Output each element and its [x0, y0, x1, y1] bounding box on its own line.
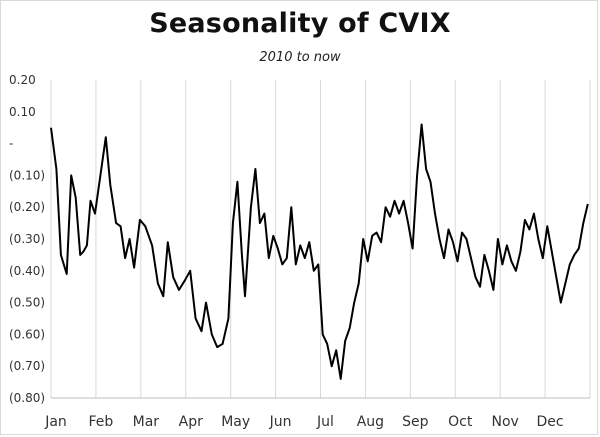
- x-tick-label: May: [221, 414, 250, 430]
- y-tick-label: (0.10): [9, 168, 45, 182]
- y-tick-label: -: [9, 137, 13, 151]
- x-tick-label: Jan: [44, 414, 67, 430]
- x-tick-label: Nov: [492, 414, 519, 430]
- y-tick-label: 0.20: [9, 73, 36, 87]
- chart-subtitle: 2010 to now: [259, 50, 341, 65]
- y-tick-label: 0.10: [9, 105, 36, 119]
- y-tick-label: (0.40): [9, 264, 45, 278]
- y-tick-label: (0.70): [9, 359, 45, 373]
- x-tick-label: Jun: [269, 414, 292, 430]
- y-tick-label: (0.80): [9, 391, 45, 405]
- series-line: [50, 123, 589, 380]
- x-tick-label: Dec: [537, 414, 564, 430]
- y-tick-label: (0.50): [9, 296, 45, 310]
- y-tick-label: (0.20): [9, 200, 45, 214]
- x-tick-label: Sep: [402, 414, 429, 430]
- x-tick-label: Apr: [179, 414, 203, 430]
- x-tick-label: Oct: [448, 414, 473, 430]
- x-tick-label: Jul: [316, 414, 334, 430]
- x-tick-label: Feb: [89, 414, 114, 430]
- x-tick-label: Aug: [357, 414, 384, 430]
- x-tick-label: Mar: [133, 414, 160, 430]
- chart-title: Seasonality of CVIX: [149, 8, 451, 39]
- y-tick-label: (0.60): [9, 327, 45, 341]
- y-tick-label: (0.30): [9, 232, 45, 246]
